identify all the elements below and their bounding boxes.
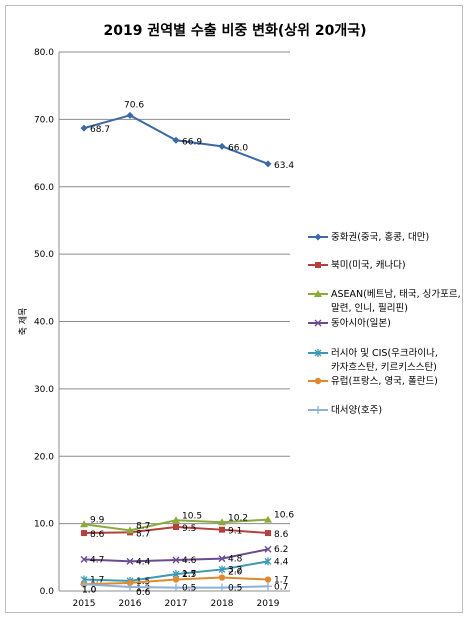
- data-label: 0.7: [274, 582, 288, 592]
- legend-marker: [314, 349, 322, 357]
- data-point: [264, 515, 272, 523]
- data-point: [126, 111, 134, 119]
- data-point: [219, 526, 225, 533]
- data-label: 9.1: [228, 527, 242, 537]
- y-tick-label: 20.0: [34, 452, 54, 462]
- y-tick-label: 30.0: [34, 385, 54, 395]
- data-label: 1.0: [82, 585, 97, 595]
- data-label: 0.5: [182, 584, 196, 594]
- x-tick-label: 2015: [73, 599, 96, 609]
- legend-label: 유럽(프랑스, 영국, 폴란드): [331, 375, 438, 387]
- data-label: 4.7: [90, 555, 104, 565]
- data-point: [218, 518, 226, 526]
- legend-label: 중화권(중국, 홍콩, 대만): [331, 231, 429, 243]
- data-point: [265, 530, 271, 537]
- data-point: [172, 556, 180, 564]
- data-point: [126, 557, 134, 565]
- legend-label: ASEAN(베트남, 태국, 싱가포르,: [331, 289, 461, 300]
- data-point: [81, 530, 87, 537]
- data-point: [264, 557, 272, 566]
- data-point: [218, 565, 226, 574]
- data-point: [80, 520, 88, 528]
- legend-marker: [314, 377, 322, 385]
- data-label: 0.6: [136, 588, 151, 598]
- data-point: [172, 136, 180, 144]
- data-point: [264, 160, 272, 168]
- data-point: [218, 555, 226, 563]
- data-point: [80, 580, 88, 589]
- data-point: [172, 583, 180, 592]
- data-label: 2.5: [182, 570, 196, 580]
- legend-label: 대서양(호주): [331, 405, 382, 416]
- data-point: [264, 576, 272, 583]
- data-point: [172, 516, 180, 524]
- data-label: 9.5: [182, 524, 196, 534]
- legend-marker: [314, 290, 322, 297]
- data-label: 3.2: [228, 565, 242, 575]
- data-label: 1.7: [274, 576, 288, 586]
- data-label: 4.4: [136, 557, 151, 567]
- y-tick-label: 60.0: [34, 183, 54, 193]
- data-label: 1.0: [82, 585, 97, 595]
- legend-label: 말련, 인니, 필리핀): [331, 302, 408, 314]
- data-label: 8.6: [90, 530, 105, 540]
- chart-title: 2019 권역별 수출 비중 변화(상위 20개국): [103, 23, 367, 39]
- data-point: [80, 555, 88, 563]
- data-point: [264, 582, 272, 591]
- data-label: 63.4: [274, 161, 294, 171]
- data-label: 10.2: [228, 513, 248, 523]
- data-point: [218, 142, 226, 150]
- x-tick-label: 2018: [211, 599, 234, 609]
- data-label: 8.6: [274, 530, 289, 540]
- data-label: 8.7: [136, 529, 150, 539]
- y-tick-label: 40.0: [34, 318, 54, 328]
- data-point: [172, 576, 180, 583]
- data-point: [80, 124, 88, 132]
- data-label: 8.7: [136, 521, 150, 531]
- data-label: 0.5: [228, 584, 242, 594]
- data-label: 9.9: [90, 515, 105, 525]
- data-label: 6.2: [274, 545, 288, 555]
- legend-marker: [314, 233, 322, 241]
- data-label: 1.7: [90, 576, 104, 586]
- legend-marker: [314, 319, 322, 327]
- legend-label: 러시아 및 CIS(우크라이나,: [331, 347, 438, 359]
- data-label: 4.6: [182, 556, 197, 566]
- data-point: [173, 523, 179, 530]
- data-point: [264, 545, 272, 553]
- x-tick-label: 2017: [165, 599, 188, 609]
- data-label: 4.8: [228, 555, 243, 565]
- data-label: 68.7: [90, 125, 110, 135]
- data-point: [218, 583, 226, 592]
- y-tick-label: 0.0: [40, 587, 55, 597]
- data-label: 66.9: [182, 137, 202, 147]
- legend-label: 카자흐스탄, 키르키스스탄): [331, 362, 437, 373]
- legend-label: 북미(미국, 캐나다): [331, 260, 406, 271]
- data-label: 2.0: [228, 568, 243, 578]
- y-axis-title: 축 제목: [18, 308, 29, 336]
- x-tick-label: 2019: [257, 599, 280, 609]
- data-point: [126, 579, 134, 587]
- data-label: 10.6: [274, 511, 294, 521]
- legend-marker: [314, 406, 322, 414]
- y-tick-label: 10.0: [34, 520, 54, 530]
- y-tick-label: 70.0: [34, 115, 54, 125]
- legend-marker: [315, 262, 321, 268]
- data-point: [126, 582, 134, 591]
- data-point: [218, 574, 226, 581]
- data-label: 70.6: [124, 100, 144, 110]
- data-label: 1.7: [182, 570, 196, 580]
- data-label: 4.4: [274, 557, 289, 567]
- y-tick-label: 80.0: [34, 48, 54, 58]
- y-tick-label: 50.0: [34, 250, 54, 260]
- data-label: 1.2: [136, 584, 150, 594]
- chart-frame: [5, 5, 463, 613]
- data-label: 10.5: [182, 511, 202, 521]
- legend-label: 동아시아(일본): [331, 318, 391, 329]
- x-tick-label: 2016: [119, 599, 142, 609]
- data-point: [126, 526, 134, 534]
- data-label: 66.0: [228, 143, 248, 153]
